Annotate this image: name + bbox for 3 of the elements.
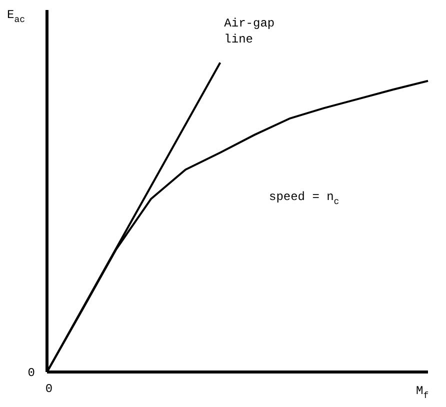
series-label: Air-gap line: [224, 16, 275, 47]
text: 0: [45, 382, 53, 396]
text: 0: [28, 366, 36, 380]
